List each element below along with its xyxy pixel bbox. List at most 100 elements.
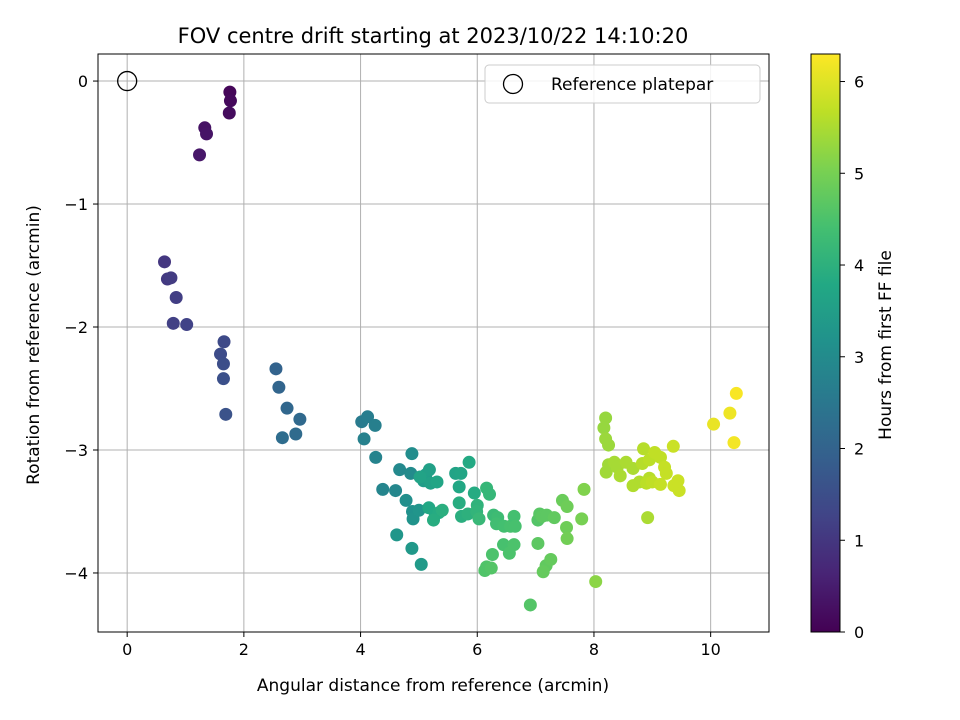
data-point <box>707 417 721 431</box>
legend: Reference platepar <box>484 64 761 104</box>
data-point <box>484 561 498 575</box>
data-point <box>523 598 537 612</box>
data-point <box>599 465 613 479</box>
data-point <box>369 450 383 464</box>
data-point <box>671 474 685 488</box>
data-point <box>452 480 466 494</box>
data-point <box>422 463 436 477</box>
data-point <box>169 290 183 304</box>
data-point <box>223 94 237 108</box>
data-point <box>597 421 611 435</box>
data-point <box>405 541 419 555</box>
data-point <box>727 436 741 450</box>
data-point <box>389 484 403 498</box>
legend-box <box>484 64 761 104</box>
data-point <box>637 442 651 456</box>
data-point <box>577 482 591 496</box>
data-point <box>217 335 231 349</box>
x-tick-label: 4 <box>355 640 365 659</box>
plot-area: 0 2 4 6 8 10 0 −1 −2 −3 −4 <box>64 53 770 659</box>
data-point <box>413 470 427 484</box>
colorbar-tick-label: 4 <box>854 256 864 275</box>
data-point <box>472 512 486 526</box>
data-point <box>275 431 289 445</box>
data-point <box>666 439 680 453</box>
data-point <box>166 316 180 330</box>
data-point <box>641 511 655 525</box>
data-point <box>430 475 444 489</box>
reference-platepar-marker <box>117 70 138 92</box>
data-point <box>560 532 574 546</box>
y-tick-label: −3 <box>64 441 88 460</box>
data-point <box>393 463 407 477</box>
data-point <box>216 372 230 386</box>
data-point <box>659 466 673 480</box>
legend-label-reference-platepar: Reference platepar <box>551 75 713 95</box>
data-point <box>508 519 522 533</box>
colorbar-tick-label: 3 <box>854 348 864 367</box>
legend-marker-open-circle <box>502 73 524 95</box>
data-point <box>214 347 228 361</box>
data-point <box>412 503 426 517</box>
data-point <box>729 386 743 400</box>
data-point <box>193 148 207 162</box>
data-point <box>462 455 476 469</box>
data-point <box>357 432 371 446</box>
data-point <box>467 486 481 500</box>
data-point <box>280 401 294 415</box>
colorbar-tick-label: 6 <box>854 73 864 92</box>
data-point <box>575 512 589 526</box>
data-point <box>531 536 545 550</box>
data-point <box>602 438 616 452</box>
x-tick-label: 2 <box>239 640 249 659</box>
data-point <box>368 418 382 432</box>
data-point <box>293 412 307 426</box>
data-point <box>200 127 214 141</box>
y-tick-label: −2 <box>64 318 88 337</box>
data-point <box>361 410 375 424</box>
data-point <box>454 466 468 480</box>
data-point <box>672 484 686 498</box>
colorbar-tick-label: 0 <box>854 623 864 642</box>
data-point <box>507 509 521 523</box>
axis-ticks: 0 2 4 6 8 10 0 −1 −2 −3 −4 <box>64 72 720 659</box>
x-tick-label: 10 <box>700 640 720 659</box>
data-point <box>435 503 449 517</box>
data-point <box>414 557 428 571</box>
x-tick-label: 0 <box>122 640 132 659</box>
data-point <box>399 493 413 507</box>
data-point <box>158 255 172 269</box>
y-tick-label: −1 <box>64 195 88 214</box>
y-axis-label: Rotation from reference (arcmin) <box>24 205 44 485</box>
colorbar: 0 1 2 3 4 5 6 Hours from first FF file <box>810 53 896 642</box>
data-point <box>653 477 667 491</box>
data-point <box>180 318 194 332</box>
data-point <box>390 528 404 542</box>
colorbar-label: Hours from first FF file <box>876 250 896 440</box>
colorbar-ticks: 0 1 2 3 4 5 6 <box>840 73 864 642</box>
data-point <box>216 357 230 371</box>
data-point <box>653 450 667 464</box>
colorbar-tick-label: 5 <box>854 164 864 183</box>
data-point <box>222 106 236 120</box>
data-point <box>589 575 603 589</box>
x-tick-label: 8 <box>589 640 599 659</box>
colorbar-tick-label: 1 <box>854 531 864 550</box>
data-point <box>547 511 561 525</box>
chart-title: FOV centre drift starting at 2023/10/22 … <box>178 24 689 48</box>
data-point <box>485 548 499 562</box>
x-axis-label: Angular distance from reference (arcmin) <box>257 676 609 696</box>
data-point <box>483 487 497 501</box>
data-point <box>272 380 286 394</box>
data-point <box>219 407 233 421</box>
data-point <box>502 546 516 560</box>
data-point <box>452 496 466 510</box>
plot-frame <box>97 53 770 633</box>
data-point <box>544 552 558 566</box>
y-tick-label: −4 <box>64 564 88 583</box>
colorbar-tick-label: 2 <box>854 440 864 459</box>
data-point <box>560 520 574 534</box>
data-point <box>269 362 283 376</box>
data-point <box>613 469 627 483</box>
